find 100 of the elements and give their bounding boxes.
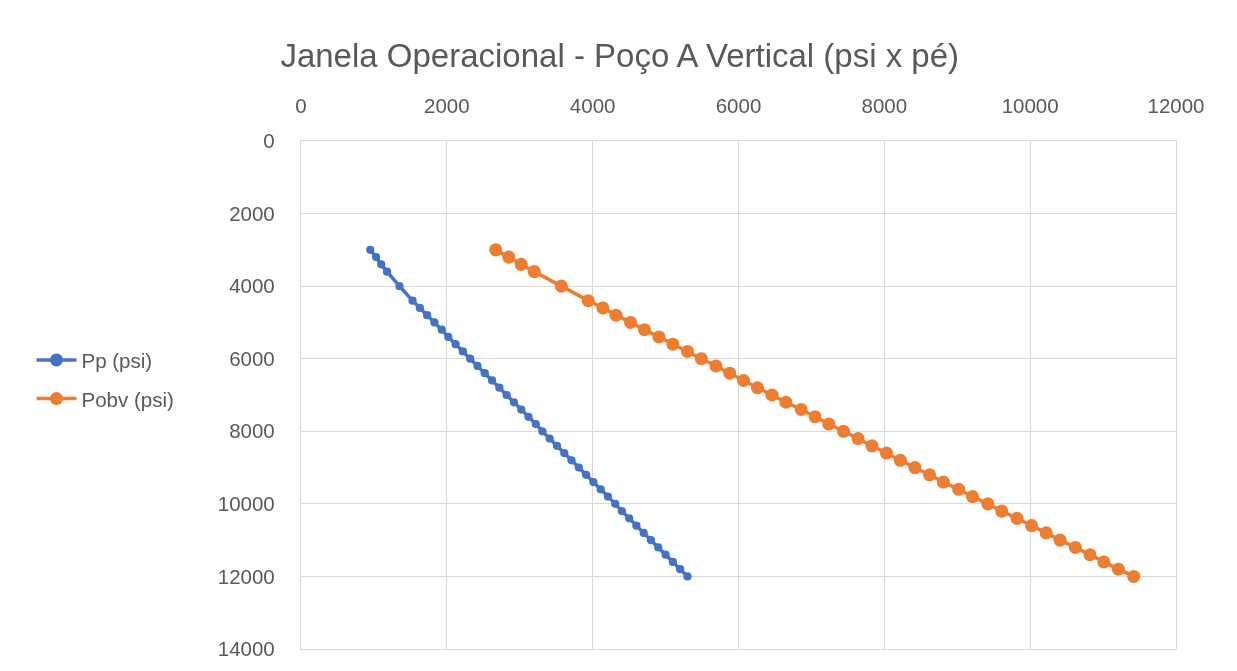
point — [509, 398, 519, 407]
point — [574, 463, 583, 472]
point — [524, 412, 533, 421]
point — [995, 504, 1009, 518]
point — [466, 354, 475, 363]
x-tick-label: 8000 — [861, 93, 908, 117]
point — [652, 330, 666, 344]
point — [880, 446, 894, 460]
point — [632, 521, 641, 530]
chart-title: Janela Operacional - Poço A Vertical (psi x pé) — [280, 36, 960, 74]
point — [1039, 526, 1053, 540]
point — [908, 461, 922, 475]
point — [617, 506, 626, 516]
point — [371, 252, 381, 262]
point — [552, 441, 562, 450]
point — [451, 340, 460, 349]
point — [1068, 540, 1082, 554]
point — [1127, 569, 1141, 583]
point — [382, 267, 392, 276]
point — [408, 296, 417, 305]
point — [1097, 555, 1111, 569]
point — [865, 439, 879, 453]
point — [680, 344, 694, 358]
point — [624, 315, 638, 329]
point — [936, 475, 950, 489]
point — [1111, 562, 1125, 576]
y-tick-label: 10000 — [217, 492, 275, 516]
y-tick-label: 12000 — [217, 564, 275, 588]
point — [567, 456, 576, 465]
point — [437, 325, 446, 334]
point — [366, 245, 375, 254]
y-tick-label: 4000 — [229, 274, 275, 298]
point — [596, 301, 610, 315]
point — [1083, 548, 1097, 562]
point — [661, 550, 670, 559]
point — [487, 376, 497, 385]
point — [625, 514, 634, 523]
point — [538, 427, 547, 436]
point — [779, 395, 793, 409]
x-tick-label: 4000 — [569, 93, 616, 117]
point — [502, 250, 516, 264]
point — [423, 311, 432, 320]
point — [893, 453, 907, 467]
point — [603, 492, 613, 501]
point — [444, 332, 453, 342]
point — [611, 499, 620, 508]
point — [560, 448, 569, 458]
point — [489, 243, 503, 257]
point — [637, 323, 651, 337]
point — [495, 383, 504, 392]
y-tick-label: 0 — [263, 129, 275, 153]
point — [1053, 533, 1067, 547]
legend-label: Pobv (psi) — [81, 387, 174, 411]
point — [517, 405, 526, 414]
x-tick-label: 10000 — [1001, 93, 1059, 117]
y-tick-label: 6000 — [229, 346, 275, 370]
point — [765, 388, 779, 402]
point — [589, 477, 598, 487]
point — [502, 390, 511, 400]
x-tick-label: 6000 — [715, 93, 762, 117]
point — [1025, 519, 1039, 533]
point — [527, 265, 541, 279]
point — [668, 557, 677, 567]
point — [822, 417, 836, 431]
point — [654, 543, 663, 552]
x-tick-label: 12000 — [1147, 93, 1205, 117]
point — [709, 359, 723, 373]
point — [545, 434, 554, 443]
point — [581, 470, 591, 479]
y-tick-label: 8000 — [229, 419, 275, 443]
x-tick-label: 2000 — [424, 93, 470, 117]
point — [952, 482, 966, 496]
point — [639, 528, 648, 538]
point — [596, 485, 605, 494]
point — [666, 337, 680, 351]
point — [609, 308, 623, 322]
point — [473, 361, 482, 371]
point — [514, 257, 528, 271]
point — [694, 352, 708, 366]
point — [480, 369, 489, 378]
point — [750, 381, 764, 395]
point — [851, 432, 865, 446]
point — [737, 373, 751, 387]
point — [923, 468, 937, 482]
point — [581, 294, 595, 308]
point — [981, 497, 995, 511]
point — [377, 260, 386, 269]
point — [415, 303, 424, 313]
point — [723, 366, 737, 380]
point — [794, 402, 808, 417]
point — [966, 490, 980, 504]
point — [808, 410, 822, 424]
point — [395, 282, 404, 291]
y-tick-label: 2000 — [229, 201, 275, 225]
point — [1010, 511, 1024, 525]
x-tick-label: 0 — [295, 93, 307, 117]
point — [458, 347, 467, 356]
point — [531, 419, 540, 429]
point — [683, 572, 692, 581]
point — [676, 565, 685, 574]
